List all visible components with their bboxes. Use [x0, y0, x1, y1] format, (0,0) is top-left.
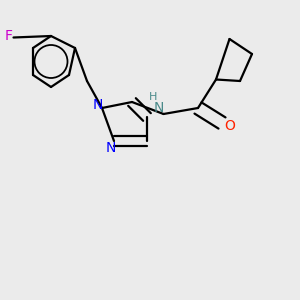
Text: N: N [92, 98, 103, 112]
Text: N: N [154, 101, 164, 115]
Text: N: N [106, 142, 116, 155]
Text: H: H [149, 92, 157, 103]
Text: F: F [5, 29, 13, 43]
Text: O: O [224, 119, 235, 133]
